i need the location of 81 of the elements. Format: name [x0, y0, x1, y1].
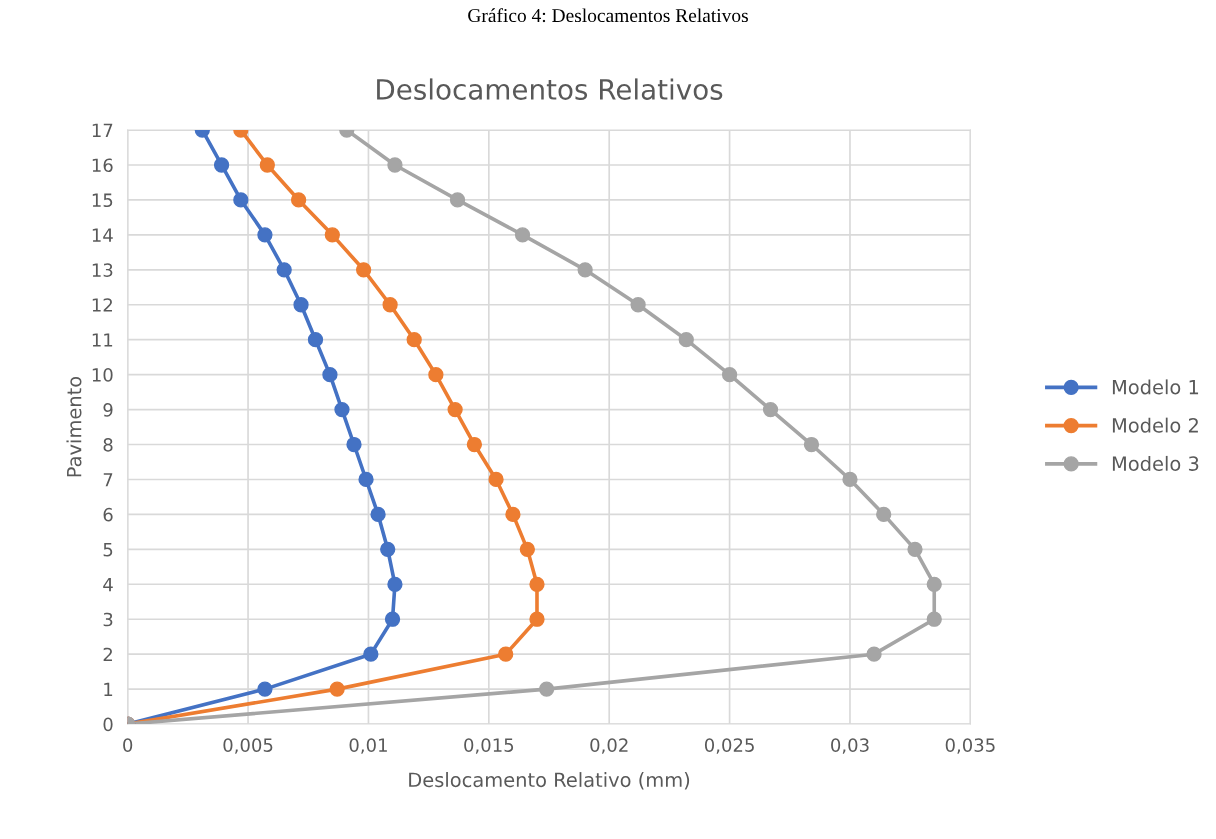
x-axis-title: Deslocamento Relativo (mm): [409, 772, 690, 790]
point: [290, 192, 307, 208]
point: [498, 646, 514, 662]
x-tick-label: 0,02: [590, 738, 628, 754]
point: [630, 297, 646, 313]
y-tick-label: 4: [103, 577, 113, 592]
point: [803, 436, 820, 453]
point: [259, 157, 275, 173]
point: [842, 471, 858, 488]
point: [538, 681, 555, 697]
point: [678, 332, 694, 348]
point: [466, 436, 483, 453]
point: [233, 192, 249, 208]
legend-label: Modelo 1: [1112, 379, 1199, 395]
point: [519, 541, 535, 557]
point: [428, 366, 444, 383]
y-tick-label: 12: [92, 298, 112, 312]
point: [293, 297, 309, 313]
point: [257, 227, 273, 243]
y-tick-label: 5: [103, 543, 113, 557]
point: [926, 611, 942, 627]
y-tick-label: 15: [92, 193, 113, 208]
y-tick-label: 8: [103, 437, 113, 452]
y-tick-label: 13: [92, 263, 113, 277]
point: [721, 366, 738, 383]
point: [488, 471, 504, 488]
y-tick-label: 9: [103, 403, 113, 417]
y-tick-label: 14: [92, 228, 113, 242]
point: [449, 192, 466, 208]
point: [358, 471, 374, 488]
x-tick-label: 0: [123, 738, 133, 752]
point: [529, 576, 545, 592]
y-tick-label: 10: [92, 368, 113, 382]
chart-title: Deslocamentos Relativos: [377, 78, 723, 100]
y-tick-label: 2: [103, 647, 112, 662]
point: [213, 157, 230, 173]
y-tick-label: 11: [92, 333, 113, 347]
point: [387, 576, 403, 592]
point: [447, 401, 463, 418]
x-tick-label: 0,005: [223, 738, 273, 754]
x-tick-label: 0,015: [464, 738, 514, 754]
point: [322, 366, 338, 383]
point: [276, 262, 292, 278]
x-tick-label: 0,035: [945, 738, 995, 754]
point: [370, 506, 386, 523]
point: [324, 227, 340, 243]
legend-label: Modelo 3: [1112, 455, 1199, 471]
point: [529, 611, 545, 627]
point: [876, 506, 892, 523]
point: [257, 681, 273, 697]
y-axis-title: Pavimento: [66, 376, 82, 477]
point: [334, 401, 350, 418]
y-tick-label: 16: [92, 158, 113, 173]
point: [762, 401, 779, 418]
y-tick-label: 7: [103, 473, 113, 487]
x-tick-label: 0,01: [349, 738, 387, 754]
point: [577, 262, 593, 278]
legend-label: Modelo 2: [1112, 417, 1198, 433]
point: [514, 227, 531, 243]
point: [907, 541, 923, 557]
y-tick-label: 1: [104, 682, 113, 696]
x-tick-label: 0,025: [704, 738, 754, 754]
point: [866, 646, 882, 662]
point: [380, 541, 396, 557]
point: [355, 262, 372, 278]
point: [387, 157, 403, 173]
y-tick-label: 3: [103, 612, 113, 627]
point: [505, 506, 521, 523]
point: [307, 332, 324, 348]
point: [384, 611, 401, 627]
point: [406, 332, 422, 348]
point: [926, 576, 942, 592]
y-tick-label: 6: [103, 507, 113, 522]
point: [382, 297, 398, 313]
y-tick-label: 17: [92, 123, 113, 137]
point: [346, 436, 362, 453]
text: Gráfico 4: Deslocamentos Relativos: [468, 8, 748, 23]
point: [329, 681, 345, 697]
y-tick-label: 0: [103, 717, 113, 732]
x-tick-label: 0,03: [831, 738, 869, 754]
point: [363, 646, 379, 662]
